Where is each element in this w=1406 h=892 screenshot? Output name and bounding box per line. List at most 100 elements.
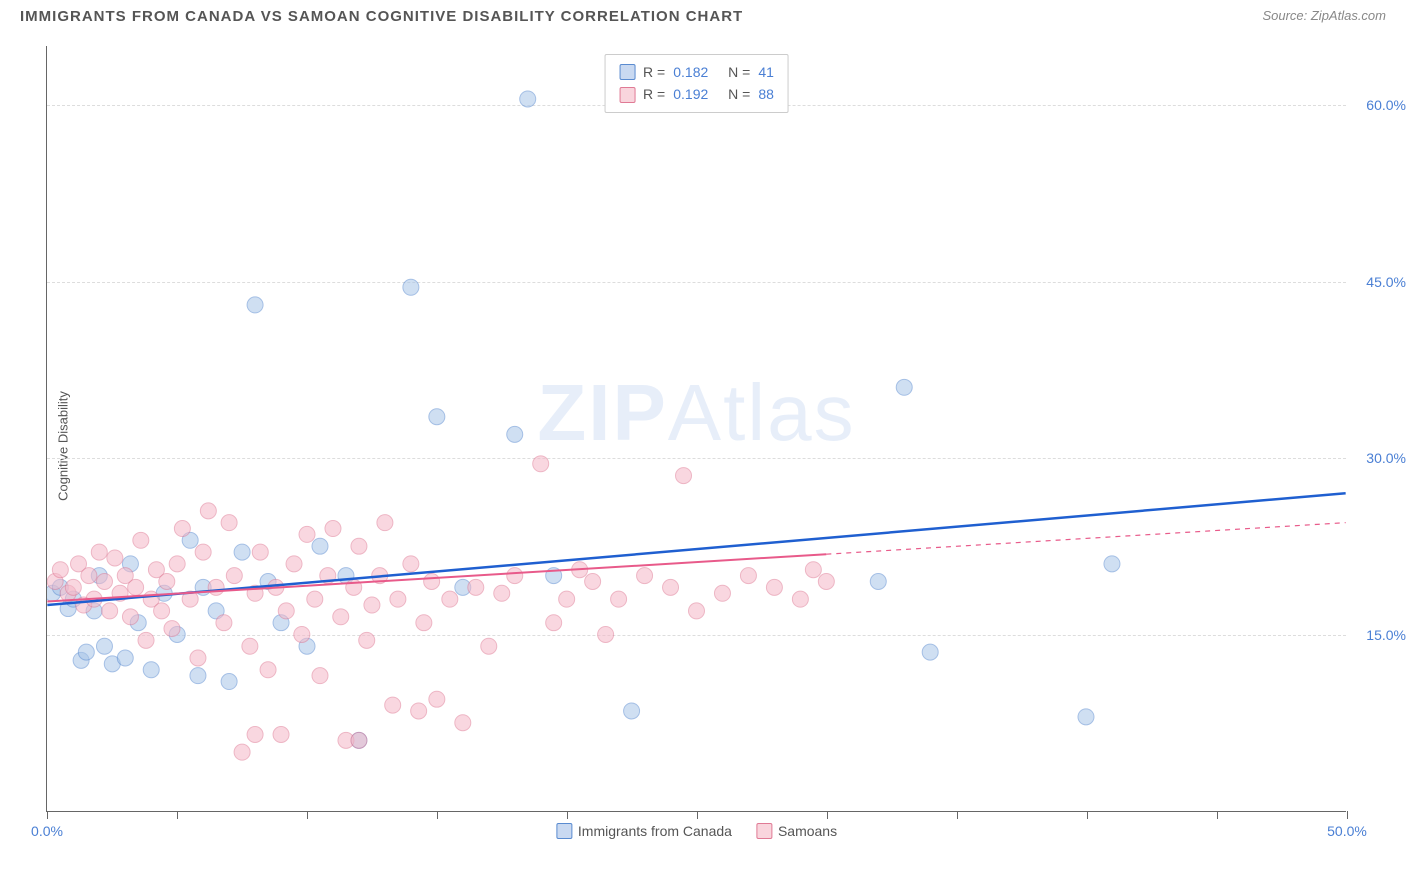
xtick — [827, 811, 828, 819]
data-point — [364, 597, 380, 613]
swatch-canada — [619, 64, 635, 80]
data-point — [273, 727, 289, 743]
data-point — [442, 591, 458, 607]
data-point — [81, 568, 97, 584]
data-point — [520, 91, 536, 107]
data-point — [242, 638, 258, 654]
n-value-samoan: 88 — [758, 83, 774, 105]
data-point — [870, 574, 886, 590]
source-link[interactable]: ZipAtlas.com — [1311, 8, 1386, 23]
data-point — [507, 568, 523, 584]
data-point — [468, 579, 484, 595]
swatch-samoan-icon — [756, 823, 772, 839]
data-point — [611, 591, 627, 607]
data-point — [1104, 556, 1120, 572]
data-point — [1078, 709, 1094, 725]
data-point — [624, 703, 640, 719]
data-point — [403, 279, 419, 295]
data-point — [286, 556, 302, 572]
data-point — [455, 715, 471, 731]
data-point — [234, 744, 250, 760]
data-point — [143, 662, 159, 678]
data-point — [312, 668, 328, 684]
data-point — [133, 532, 149, 548]
data-point — [91, 544, 107, 560]
data-point — [159, 574, 175, 590]
data-point — [169, 556, 185, 572]
data-point — [403, 556, 419, 572]
data-point — [805, 562, 821, 578]
plot-svg — [47, 46, 1346, 811]
correlation-legend: R = 0.182 N = 41 R = 0.192 N = 88 — [604, 54, 789, 113]
data-point — [559, 591, 575, 607]
r-label: R = — [643, 83, 665, 105]
xtick — [47, 811, 48, 819]
data-point — [507, 426, 523, 442]
data-point — [689, 603, 705, 619]
data-point — [896, 379, 912, 395]
xtick — [437, 811, 438, 819]
ytick-label: 45.0% — [1356, 274, 1406, 290]
data-point — [598, 626, 614, 642]
data-point — [154, 603, 170, 619]
data-point — [247, 727, 263, 743]
data-point — [740, 568, 756, 584]
data-point — [190, 650, 206, 666]
data-point — [792, 591, 808, 607]
r-value-samoan: 0.192 — [673, 83, 708, 105]
xtick — [567, 811, 568, 819]
data-point — [234, 544, 250, 560]
data-point — [714, 585, 730, 601]
data-point — [676, 468, 692, 484]
data-point — [107, 550, 123, 566]
legend-row-samoan: R = 0.192 N = 88 — [619, 83, 774, 105]
ytick-label: 30.0% — [1356, 450, 1406, 466]
xtick — [307, 811, 308, 819]
data-point — [546, 615, 562, 631]
n-label: N = — [728, 61, 750, 83]
plot-area: ZIPAtlas R = 0.182 N = 41 R = 0.192 N = … — [46, 46, 1346, 812]
legend-row-canada: R = 0.182 N = 41 — [619, 61, 774, 83]
data-point — [325, 521, 341, 537]
data-point — [174, 521, 190, 537]
data-point — [52, 562, 68, 578]
data-point — [416, 615, 432, 631]
n-label: N = — [728, 83, 750, 105]
data-point — [429, 409, 445, 425]
data-point — [78, 644, 94, 660]
data-point — [208, 579, 224, 595]
data-point — [359, 632, 375, 648]
xtick — [1087, 811, 1088, 819]
data-point — [221, 515, 237, 531]
trend-line-dashed — [826, 523, 1345, 555]
data-point — [766, 579, 782, 595]
data-point — [260, 662, 276, 678]
data-point — [377, 515, 393, 531]
data-point — [195, 544, 211, 560]
data-point — [128, 579, 144, 595]
data-point — [102, 603, 118, 619]
data-point — [333, 609, 349, 625]
xtick — [1217, 811, 1218, 819]
data-point — [312, 538, 328, 554]
data-point — [494, 585, 510, 601]
xtick — [957, 811, 958, 819]
data-point — [164, 621, 180, 637]
data-point — [663, 579, 679, 595]
series-legend: Immigrants from Canada Samoans — [556, 823, 837, 839]
r-label: R = — [643, 61, 665, 83]
data-point — [411, 703, 427, 719]
source-attribution: Source: ZipAtlas.com — [1262, 8, 1386, 23]
data-point — [424, 574, 440, 590]
data-point — [65, 579, 81, 595]
data-point — [390, 591, 406, 607]
legend-label-samoan: Samoans — [778, 823, 837, 839]
data-point — [299, 526, 315, 542]
data-point — [221, 674, 237, 690]
swatch-samoan — [619, 87, 635, 103]
data-point — [294, 626, 310, 642]
r-value-canada: 0.182 — [673, 61, 708, 83]
data-point — [122, 609, 138, 625]
swatch-canada-icon — [556, 823, 572, 839]
xtick — [1347, 811, 1348, 819]
